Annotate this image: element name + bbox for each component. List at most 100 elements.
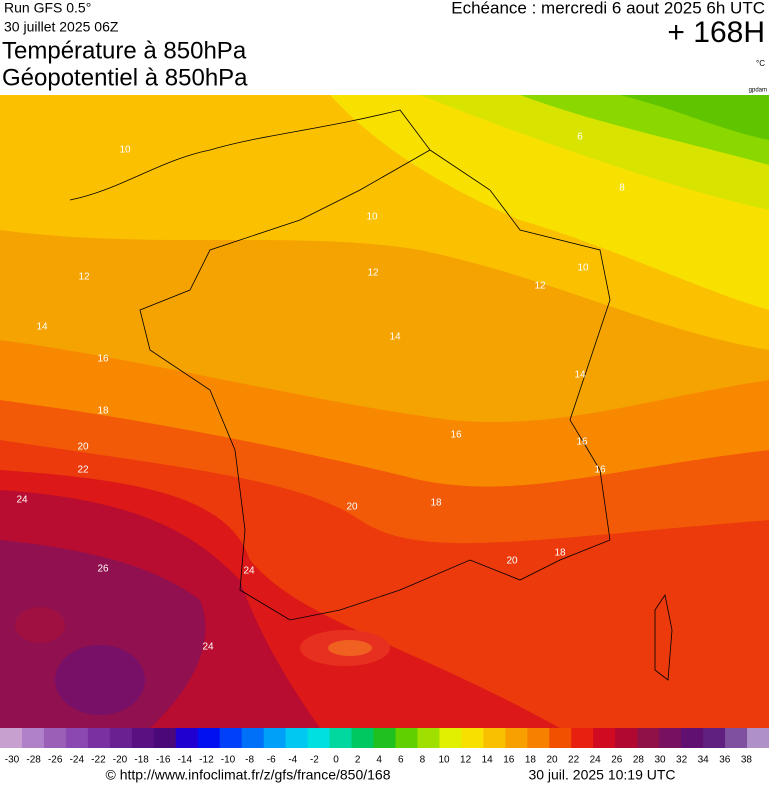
contour-label: 16	[97, 354, 109, 365]
contour-label: 14	[389, 332, 401, 343]
contour-label: 10	[577, 263, 589, 274]
scale-label: -28	[26, 755, 41, 766]
scale-label: -14	[178, 755, 193, 766]
scale-label: 4	[376, 755, 382, 766]
scale-label: -8	[245, 755, 254, 766]
scale-label: 20	[546, 755, 558, 766]
scale-cell	[21, 728, 45, 748]
contour-label: 16	[450, 430, 462, 441]
scale-cell	[747, 728, 769, 748]
contour-label: 20	[77, 442, 89, 453]
scale-label: 30	[654, 755, 666, 766]
contour-label: 6	[577, 132, 583, 143]
scale-cell	[307, 728, 331, 748]
map-title: Température à 850hPa	[2, 37, 247, 64]
scale-label: -22	[91, 755, 106, 766]
scale-cell	[505, 728, 528, 748]
scale-cell	[131, 728, 155, 748]
scale-cell	[197, 728, 221, 748]
contour-label: 8	[619, 183, 625, 194]
scale-cell	[681, 728, 704, 748]
scale-cell	[263, 728, 287, 748]
contour-label: 12	[78, 272, 90, 283]
scale-label: -2	[310, 755, 319, 766]
scale-cell	[0, 728, 23, 748]
scale-label: -10	[221, 755, 236, 766]
scale-label: 0	[333, 755, 339, 766]
scale-cell	[615, 728, 638, 748]
scale-label: -4	[288, 755, 297, 766]
scale-label: 26	[611, 755, 623, 766]
scale-label: -24	[70, 755, 85, 766]
contour-label: 26	[97, 564, 109, 575]
scale-cell	[703, 728, 726, 748]
corsica-outline	[654, 593, 673, 681]
map-subtitle: Géopotentiel à 850hPa	[2, 64, 248, 91]
scale-cell	[109, 728, 133, 748]
scale-label: 24	[590, 755, 602, 766]
scale-label: -20	[113, 755, 128, 766]
scale-label: -6	[267, 755, 276, 766]
temperature-band	[15, 607, 65, 643]
contour-label: 24	[16, 495, 28, 506]
scale-cell	[637, 728, 660, 748]
map: 10 6 8 10 12 12 10 12 14 14 16 14 18 16 16 16 20 22 24 20 18…	[0, 95, 769, 728]
contour-label: 10	[119, 145, 131, 156]
scale-cell	[549, 728, 572, 748]
credit-label: gpdam	[749, 88, 767, 94]
run-label: Run GFS 0.5°	[4, 0, 91, 16]
scale-cell	[571, 728, 594, 748]
scale-label: 2	[355, 755, 361, 766]
contour-label: 16	[576, 437, 588, 448]
contour-label: 24	[243, 566, 255, 577]
temperature-band	[0, 540, 206, 728]
contour-label: 22	[77, 465, 89, 476]
scale-label: 32	[676, 755, 688, 766]
color-scale: -30 -28 -26 -24 -22 -20 -18 -16 -14 -12 -10 -8 -6 -4-…	[0, 728, 769, 766]
forecast-time: Echéance : mercredi 6 aout 2025 6h UTC	[451, 0, 765, 17]
scale-cell	[241, 728, 265, 748]
contour-label: 12	[367, 268, 379, 279]
scale-label: 38	[741, 755, 753, 766]
contour-label: 16	[594, 465, 606, 476]
scale-cell	[527, 728, 550, 748]
contour-label: 24	[202, 642, 214, 653]
contour-label: 14	[574, 370, 586, 381]
contour-label: 18	[554, 548, 566, 559]
scale-cell	[65, 728, 89, 748]
scale-cell	[175, 728, 199, 748]
scale-cell	[285, 728, 309, 748]
contour-label: 20	[506, 556, 518, 567]
scale-cell	[483, 728, 506, 748]
scale-cell	[87, 728, 111, 748]
scale-cell	[461, 728, 484, 748]
scale-cell	[395, 728, 418, 748]
scale-label: 16	[503, 755, 515, 766]
contour-label: 18	[97, 406, 109, 417]
run-date: 30 juillet 2025 06Z	[4, 19, 119, 35]
scale-label: 6	[398, 755, 404, 766]
temperature-band	[620, 95, 769, 140]
scale-label: 10	[438, 755, 450, 766]
coastline	[69, 109, 611, 621]
scale-label: -26	[48, 755, 63, 766]
scale-cell	[725, 728, 748, 748]
scale-label: 36	[719, 755, 731, 766]
scale-label: 22	[568, 755, 580, 766]
timestamp: 30 juil. 2025 10:19 UTC	[528, 767, 675, 783]
scale-cell	[659, 728, 682, 748]
temperature-band	[55, 645, 145, 715]
contour-label: 20	[346, 502, 358, 513]
scale-cell	[593, 728, 616, 748]
contour-label: 12	[534, 281, 546, 292]
scale-cell	[351, 728, 375, 748]
scale-cell	[43, 728, 67, 748]
scale-cell	[417, 728, 440, 748]
source-url: © http://www.infoclimat.fr/z/gfs/france/…	[106, 767, 391, 783]
scale-label: -16	[156, 755, 171, 766]
scale-label: 34	[698, 755, 710, 766]
unit-label: °C	[756, 59, 765, 68]
scale-label: -12	[199, 755, 214, 766]
scale-cell	[329, 728, 353, 748]
